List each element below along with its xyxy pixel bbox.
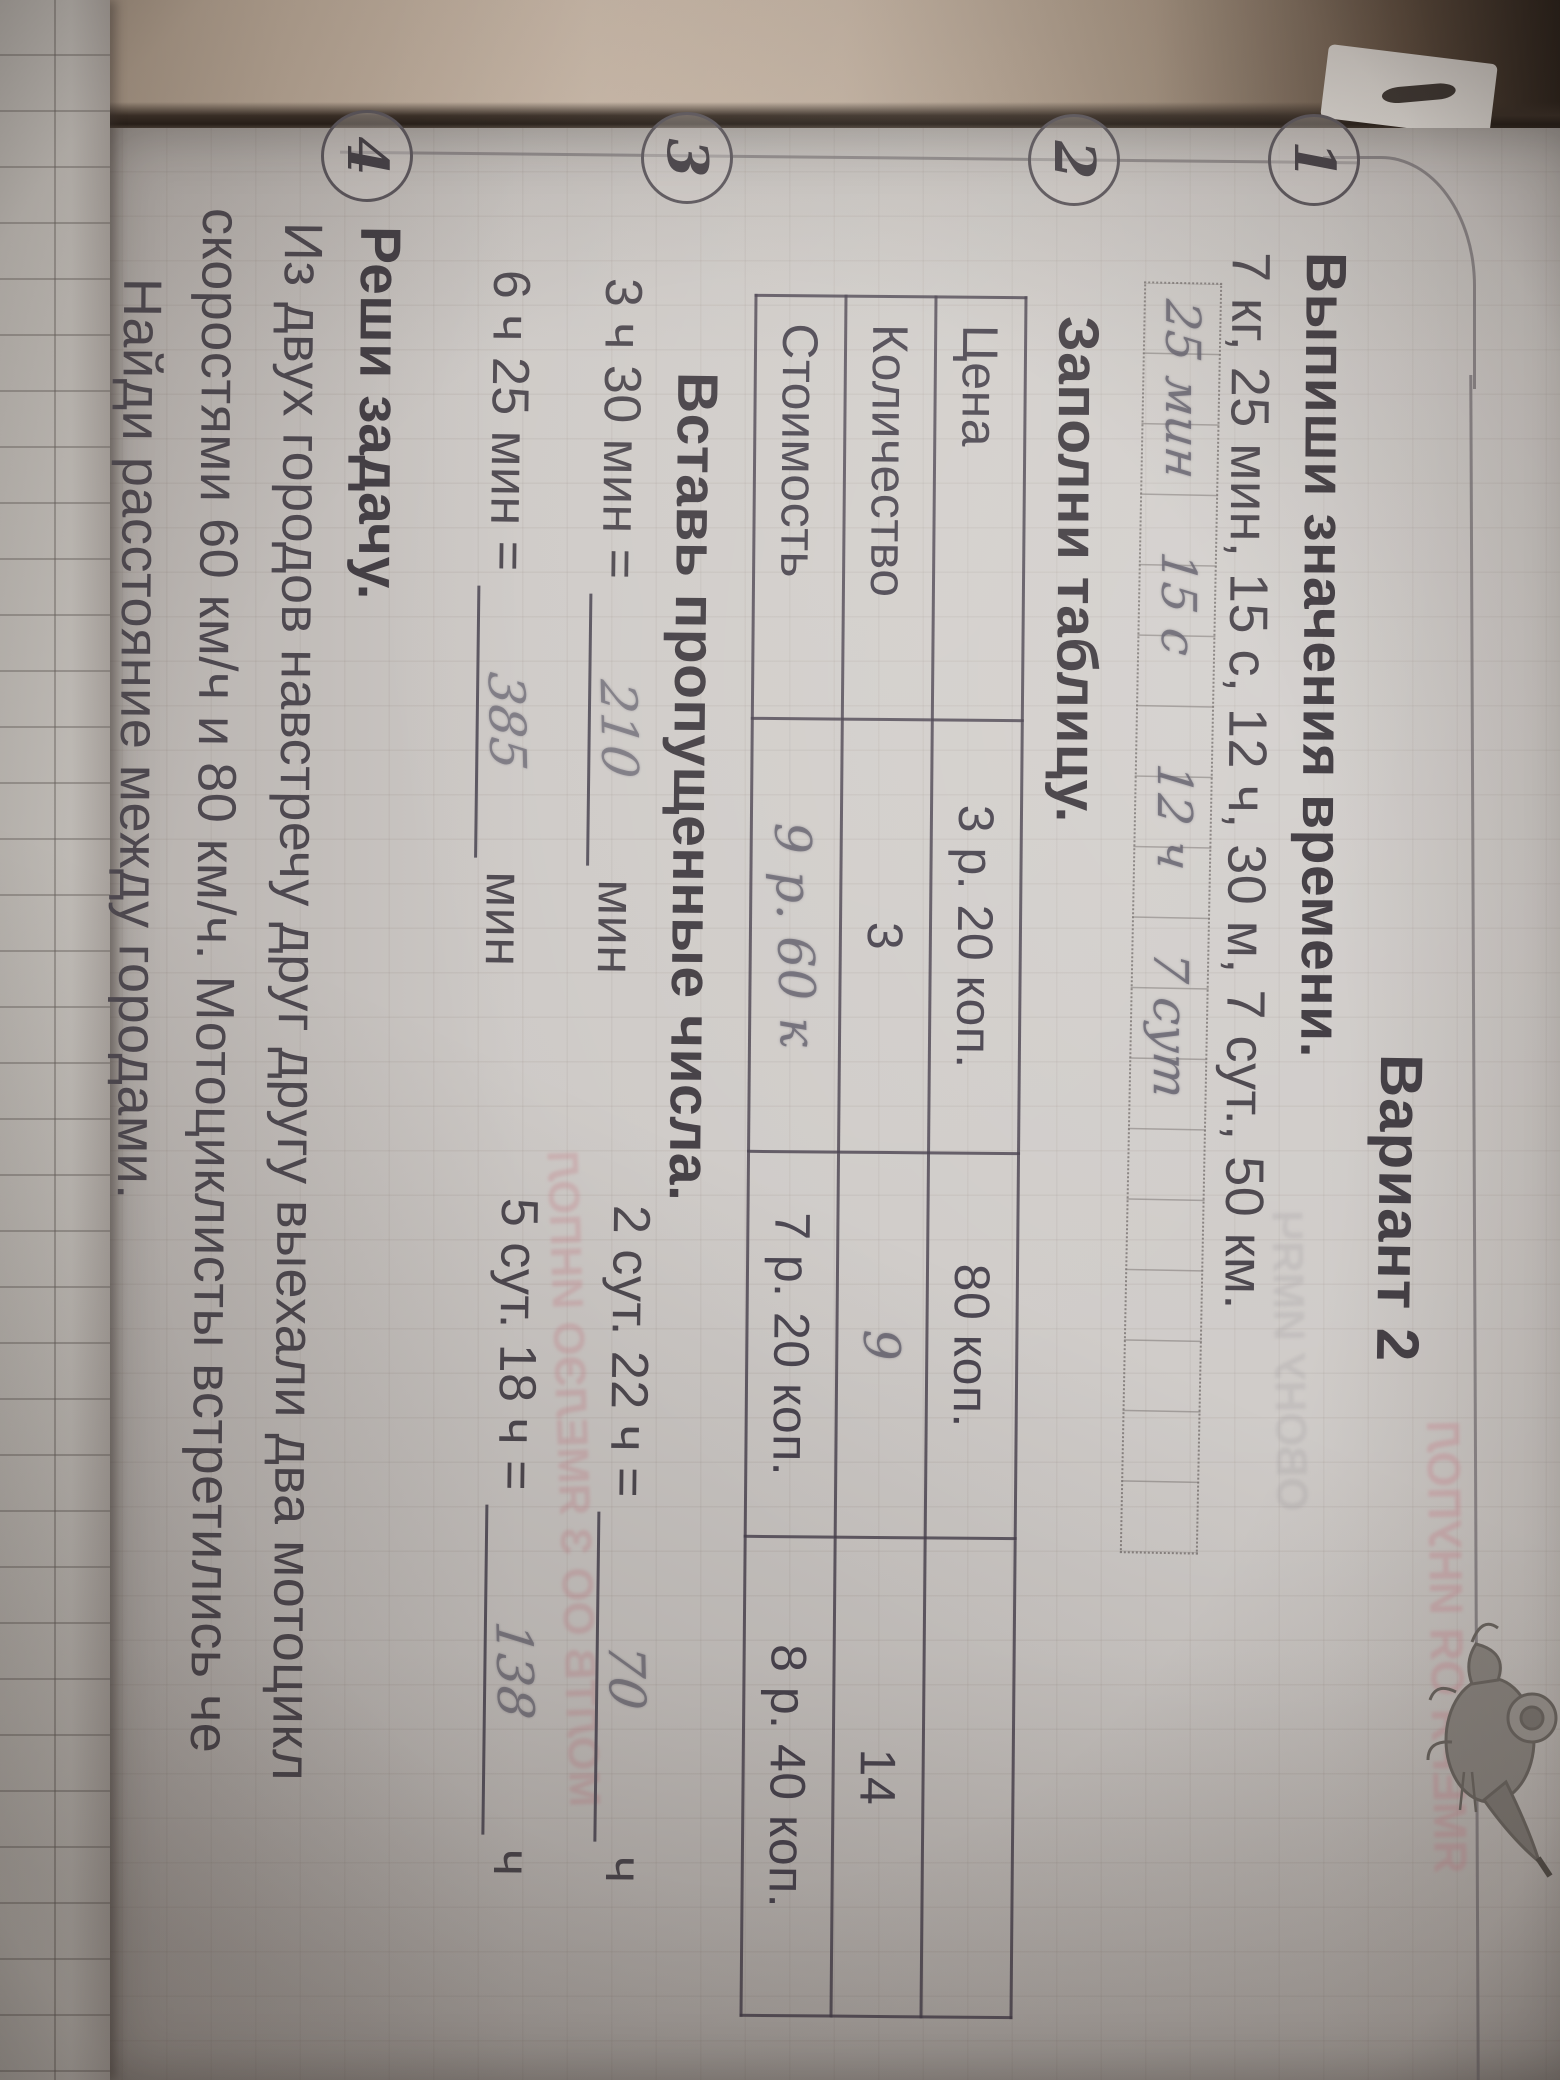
equation-unit: мин <box>473 871 533 967</box>
task-4-header: Реши задачу. <box>345 225 413 601</box>
table-cell: 9 <box>835 1152 929 1538</box>
sliver-print-mark <box>1381 82 1457 105</box>
table-row-quantity: Количество 3 9 14 <box>830 296 937 2017</box>
answer-blank: 138 <box>481 1504 547 1836</box>
equation-unit: ч <box>593 1855 653 1884</box>
task-2-circle: 2 <box>1028 114 1120 206</box>
row-label: Цена <box>932 296 1026 721</box>
task-3-number: 3 <box>654 138 720 178</box>
task-1-circle: 1 <box>1268 114 1360 206</box>
task-3-circle: 3 <box>641 112 733 204</box>
task-1-number: 1 <box>1281 140 1347 180</box>
pencil-cell-answer: 9 <box>852 1328 912 1362</box>
equation-lhs: 2 сут. 22 ч = <box>598 1204 661 1499</box>
answer-blank: 70 <box>593 1511 659 1843</box>
table-cell <box>920 1537 1016 2018</box>
task-2-number: 2 <box>1041 140 1107 180</box>
pencil-answer: 210 <box>588 677 649 782</box>
table-cell: 8 р. 40 коп. <box>741 1536 836 2017</box>
equation-row: 5 сут. 18 ч = 138 ч <box>481 1198 550 1877</box>
equation-lhs: 6 ч 25 мин = <box>478 269 541 572</box>
pencil-answer: 70 <box>596 1641 657 1713</box>
equation-unit: ч <box>481 1848 541 1877</box>
pencil-answer: 25 мин <box>1153 297 1211 482</box>
task-3-header: Вставь пропущенные числа. <box>656 371 730 1202</box>
equation-row: 2 сут. 22 ч = 70 ч <box>593 1205 662 1884</box>
task-4-number: 4 <box>334 136 400 176</box>
pencil-answer: 138 <box>484 1618 545 1722</box>
equation-lhs: 3 ч 30 мин = <box>590 277 653 580</box>
equation-row: 6 ч 25 мин = 385 мин <box>473 270 543 967</box>
equation-row: 3 ч 30 мин = 210 мин <box>585 278 655 975</box>
row-label: Стоимость <box>752 295 847 720</box>
table-cell: 7 р. 20 коп. <box>745 1151 839 1538</box>
table-cell: 80 коп. <box>925 1152 1019 1539</box>
task-1-header: Выпиши значения времени. <box>1288 251 1358 1059</box>
row-label: Количество <box>842 296 937 720</box>
table-row-cost: Стоимость 9 р. 60 к 7 р. 20 коп. 8 р. 40… <box>741 295 847 2017</box>
task-1-values-line: 7 кг, 25 мин, 15 с, 12 ч, 30 м, 7 сут., … <box>1213 251 1281 1311</box>
table-cell: 9 р. 60 к <box>748 718 843 1153</box>
mouse-mascot-illustration <box>1426 1622 1558 1878</box>
pencil-answer: 12 ч <box>1145 761 1203 874</box>
table-cell: 3 <box>838 719 933 1153</box>
task-4-circle: 4 <box>321 110 413 202</box>
page-title: Вариант 2 <box>1363 1053 1436 1363</box>
pencil-answer: 385 <box>476 669 537 774</box>
answer-blank: 210 <box>586 593 651 866</box>
pencil-answer: 7 сут <box>1141 949 1199 1102</box>
grid-sheet-under-page <box>0 0 110 2080</box>
task-4-text-line: скоростями 60 км/ч и 80 км/ч. Мотоциклис… <box>178 207 252 1754</box>
table-row-price: Цена 3 р. 20 коп. 80 коп. <box>920 296 1026 2018</box>
table-cell: 14 <box>830 1537 926 2017</box>
table-cell: 3 р. 20 коп. <box>928 719 1023 1154</box>
price-quantity-cost-table: Цена 3 р. 20 коп. 80 коп. Количество 3 9… <box>739 294 1027 2019</box>
pencil-cell-answer: 9 р. 60 к <box>763 821 828 1049</box>
task-4-text-line: Из двух городов навстречу друг другу вые… <box>260 221 334 1782</box>
pencil-answer: 15 с <box>1149 549 1207 659</box>
task-4-text-line: Найди расстояние между городами. <box>105 277 173 1200</box>
equation-unit: мин <box>585 879 645 975</box>
equation-lhs: 5 сут. 18 ч = <box>486 1197 549 1492</box>
task-2-header: Заполни таблицу. <box>1043 315 1111 824</box>
answer-blank: 385 <box>474 585 539 858</box>
